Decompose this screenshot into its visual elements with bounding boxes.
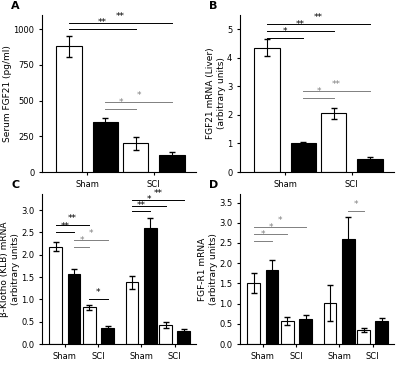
Bar [126,282,138,344]
Y-axis label: β-Klotho (KLB) mRNA
(arbitrary units): β-Klotho (KLB) mRNA (arbitrary units) [0,221,20,317]
Text: *: * [96,288,101,297]
Bar [321,113,346,172]
Text: *: * [261,230,265,239]
Bar [357,330,370,344]
Text: *: * [146,195,151,204]
Bar [56,46,82,172]
Text: **: ** [60,222,69,231]
Bar [159,155,184,172]
Bar [247,283,260,344]
Text: B: B [209,1,218,11]
Text: A: A [11,1,20,11]
Text: D: D [209,181,218,190]
Text: **: ** [68,214,77,223]
Text: **: ** [153,190,162,199]
Bar [324,303,336,344]
Y-axis label: Serum FGF21 (pg/ml): Serum FGF21 (pg/ml) [3,45,12,142]
Text: *: * [136,91,141,100]
Bar [291,144,316,172]
Text: *: * [354,200,358,209]
Bar [83,307,96,344]
Text: *: * [283,27,288,36]
Bar [266,270,278,344]
Text: **: ** [116,12,125,21]
Text: **: ** [98,18,107,27]
Bar [254,48,280,172]
Bar [159,325,172,344]
Bar [342,239,355,344]
Bar [101,328,114,344]
Text: C: C [11,181,19,190]
Text: *: * [268,223,273,232]
Y-axis label: FGF-R1 mRNA
(arbitrary units): FGF-R1 mRNA (arbitrary units) [198,233,218,305]
Bar [177,331,190,344]
Bar [123,144,148,172]
Text: *: * [316,87,321,96]
Bar [375,321,388,344]
Text: **: ** [332,80,341,89]
Bar [299,319,312,344]
Text: **: ** [137,201,146,210]
Text: *: * [79,236,84,245]
Bar [49,247,62,344]
Text: **: ** [296,20,305,29]
Text: *: * [118,98,123,107]
Bar [68,274,80,344]
Bar [144,228,157,344]
Bar [281,321,294,344]
Text: **: ** [314,13,323,22]
Text: *: * [88,229,93,238]
Text: *: * [277,216,282,225]
Y-axis label: FGF21 mRNA (Liver)
(arbitrary units): FGF21 mRNA (Liver) (arbitrary units) [206,48,226,139]
Bar [93,122,118,172]
Bar [357,159,382,172]
